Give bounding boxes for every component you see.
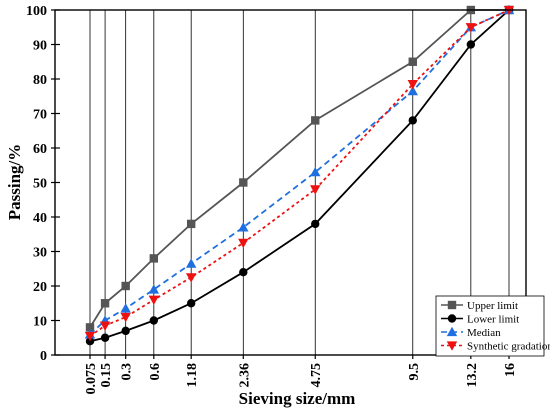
x-tick-label: 0.6 <box>148 363 163 381</box>
y-tick-label: 90 <box>33 39 47 54</box>
data-point <box>408 57 417 66</box>
data-point <box>185 258 197 268</box>
legend-swatch-marker <box>446 341 458 351</box>
data-point <box>407 85 418 96</box>
data-point <box>238 222 249 232</box>
legend-label: Synthetic gradation <box>467 341 550 353</box>
legend-swatch-marker <box>447 300 457 310</box>
legend-item: Lower limit <box>441 314 519 326</box>
x-tick-label: 9.5 <box>407 363 422 381</box>
data-point <box>84 331 96 342</box>
data-point <box>407 80 418 90</box>
y-tick-label: 60 <box>33 142 47 157</box>
y-tick-label: 50 <box>33 177 47 192</box>
legend-swatch-marker <box>446 326 458 337</box>
data-point <box>466 40 476 49</box>
data-point <box>239 178 248 187</box>
x-tick-label: 0.075 <box>84 363 99 395</box>
data-point <box>99 321 111 331</box>
series-upper-limit <box>85 5 514 332</box>
y-tick-label: 100 <box>26 4 47 19</box>
x-tick-label: 16 <box>503 363 518 377</box>
data-point <box>186 299 196 308</box>
data-point <box>148 284 160 294</box>
x-tick-label: 0.15 <box>99 363 114 388</box>
x-tick-label: 4.75 <box>309 363 324 388</box>
data-point <box>100 333 110 342</box>
series-layer <box>84 4 515 346</box>
data-point <box>310 185 321 195</box>
data-point <box>186 219 196 229</box>
series-synthetic-gradation <box>84 5 515 342</box>
y-tick-labels: 0 10 20 30 40 50 60 70 80 90 100 <box>26 4 47 364</box>
data-point <box>185 273 197 283</box>
axes <box>51 9 527 359</box>
data-point <box>120 312 131 323</box>
series-lower-limit <box>85 5 514 346</box>
data-point <box>465 23 477 33</box>
legend-swatch-marker <box>447 314 457 323</box>
data-point <box>149 254 159 263</box>
y-tick-label: 10 <box>33 315 47 330</box>
data-point <box>121 326 130 336</box>
legend-item: Upper limit <box>441 300 518 312</box>
y-tick-label: 70 <box>33 108 47 123</box>
x-tick-labels: 0.075 0.15 0.3 0.6 1.18 2.36 4.75 9.5 13.2 16 <box>84 363 518 395</box>
x-tick-label: 2.36 <box>237 363 252 388</box>
data-point <box>120 303 131 313</box>
legend-label: Lower limit <box>467 314 519 326</box>
x-tick-label: 13.2 <box>465 363 480 388</box>
x-axis-title: Sieving size/mm <box>239 389 356 408</box>
data-point <box>239 268 248 277</box>
data-point <box>310 166 321 177</box>
data-point <box>85 323 95 332</box>
data-point <box>238 238 249 249</box>
legend-item: Median <box>441 326 501 339</box>
data-point <box>148 295 160 305</box>
legend-item: Synthetic gradation <box>441 341 550 353</box>
series-line <box>89 9 509 328</box>
y-tick-label: 30 <box>33 246 47 261</box>
y-tick-label: 40 <box>33 211 47 226</box>
series-line <box>89 9 510 335</box>
data-point <box>100 299 110 308</box>
data-point <box>311 116 320 125</box>
data-point <box>311 219 320 229</box>
legend-label: Median <box>467 327 501 339</box>
x-tick-label: 0.3 <box>120 363 135 381</box>
y-tick-label: 0 <box>40 349 47 364</box>
data-point <box>149 316 159 325</box>
x-tick-label: 1.18 <box>185 363 200 388</box>
series-line <box>89 9 510 343</box>
y-tick-label: 80 <box>33 73 47 88</box>
data-point <box>408 116 417 125</box>
series-median <box>84 4 515 339</box>
legend-label: Upper limit <box>467 300 518 312</box>
y-tick-label: 20 <box>33 280 47 295</box>
y-axis-title: Passing/% <box>5 144 24 221</box>
data-point <box>121 281 130 291</box>
